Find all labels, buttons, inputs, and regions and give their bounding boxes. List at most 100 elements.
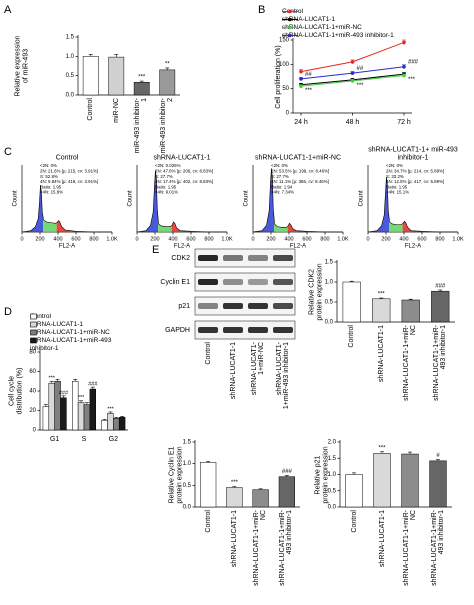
x-tick-label: 0 <box>251 236 254 242</box>
x-tick-label: 400 <box>53 236 62 242</box>
bar <box>401 453 419 508</box>
x-axis-label: FL2-A <box>290 244 306 250</box>
stat-text: S: 33.2% <box>386 174 404 179</box>
x-tick-label: 200 <box>35 236 44 242</box>
legend-label: shRNA-LUCAT1-1+miR-NC <box>30 329 110 337</box>
stat-text: 4N: 9.84% [µ: 419, cv: 3.91%] <box>40 179 98 184</box>
significance: ### <box>435 284 446 290</box>
histogram-line <box>21 185 112 233</box>
stat-text: 2N: 21.6% [µ: 215, cv: 3.91%] <box>40 168 98 173</box>
stat-text: 4N: 17.4% [µ: 402, cv: 8.83%] <box>155 179 213 184</box>
blot-band <box>198 279 218 285</box>
blot-band <box>248 303 268 309</box>
point <box>350 79 355 83</box>
x-tick-label: 1.0K <box>337 236 349 242</box>
significance: # <box>436 453 440 459</box>
chart-title: shRNA-LUCAT1-1+ miR-493 inhibitor-1 <box>368 146 458 162</box>
blot-band <box>273 303 293 309</box>
x-tick-label: shRNA-LUCAT1-1+miR-493 inhibitor-1 <box>279 510 294 586</box>
x-tick-label: miR-493 inhibitor-1 <box>134 98 149 154</box>
stat-text: Ratio: 1.95 <box>386 184 408 189</box>
blot-band <box>273 255 293 261</box>
x-tick-label: 800 <box>204 236 213 242</box>
y-tick-label: 50 <box>282 86 289 92</box>
significance: *** <box>357 83 365 89</box>
stat-text: <2N: 0% <box>271 163 288 168</box>
stat-text: >4N: 15.1% <box>386 190 409 195</box>
blot-band <box>223 255 243 261</box>
x-tick-label: shRNA-LUCAT1-1 <box>230 510 238 568</box>
stat-text: 2N: 53.5% [µ: 199, cv: 8.46%] <box>271 168 329 173</box>
legend-marker <box>30 338 37 344</box>
y-axis-label: Relative p21 protein expression <box>314 445 329 504</box>
bar <box>72 381 79 431</box>
blot-band <box>223 327 243 333</box>
y-tick-label: 1.5 <box>66 35 75 41</box>
bar <box>226 487 243 508</box>
x-tick-label: miR-NC <box>112 98 120 123</box>
x-tick-label: Control <box>204 510 212 533</box>
y-tick-label: 1.0 <box>328 472 337 478</box>
y-tick-label: 1.0 <box>325 280 334 286</box>
y-tick-label: 1.0 <box>183 461 192 467</box>
significance: ### <box>282 469 293 475</box>
legend-marker <box>30 329 37 336</box>
x-tick-label: Control <box>204 342 212 365</box>
x-tick-label: 48 h <box>346 119 360 126</box>
x-tick-label: shRNA-LUCAT1-1+miR-NC <box>402 510 417 586</box>
bar <box>159 69 176 96</box>
legend-label: shRNA-LUCAT1-1+miR-493 inhibitor-1 <box>30 337 112 352</box>
blot-label: Cyclin E1 <box>160 279 190 286</box>
stat-text: Ratio: 1.94 <box>271 184 293 189</box>
y-tick-label: 0.5 <box>325 300 334 306</box>
y-axis-label: Relative Cyclin E1 protein expression <box>168 445 183 504</box>
x-tick-label: shRNA-LUCAT1-1 <box>378 510 386 568</box>
x-tick-label: 600 <box>186 236 195 242</box>
blot-band <box>223 279 243 285</box>
y-axis-label: Cell proliferation (%) <box>275 44 283 109</box>
x-tick-label: Control <box>348 325 356 348</box>
chart-title: shRNA-LUCAT1-1 <box>153 154 211 162</box>
legend-entry: shRNA-LUCAT1-1 <box>30 321 134 328</box>
blot-band <box>248 255 268 261</box>
bar <box>83 404 91 431</box>
x-tick-label: 0 <box>20 236 23 242</box>
panel-label: A <box>4 4 12 16</box>
significance: ### <box>88 382 98 388</box>
significance: ## <box>305 72 312 78</box>
y-tick-label: 1.0 <box>66 54 75 60</box>
significance: *** <box>49 376 56 382</box>
blot-frame <box>194 296 296 316</box>
bar <box>401 299 420 323</box>
legend-entry: shRNA-LUCAT1-1+miR-493 inhibitor-1 <box>30 337 134 351</box>
stat-text: >4N: 9.01% <box>155 190 178 195</box>
point <box>299 84 303 89</box>
x-tick-label: 0 <box>366 236 369 242</box>
point <box>402 73 406 78</box>
legend-dot <box>288 9 292 14</box>
phase-fill <box>389 218 403 232</box>
chart-title: shRNA-LUCAT1-1+miR-NC <box>254 154 342 162</box>
x-tick-label: 200 <box>381 236 390 242</box>
panel-label: E <box>152 244 159 256</box>
x-axis-label: FL2-A <box>59 244 75 250</box>
x-tick-label: Control <box>87 98 95 121</box>
bar <box>48 382 55 431</box>
legend-entry: Control <box>282 8 410 15</box>
significance: *** <box>378 292 386 298</box>
x-tick-label: 600 <box>71 236 80 242</box>
y-tick-label: 100 <box>279 62 290 68</box>
phase-fill <box>158 218 172 232</box>
blot-label: CDK2 <box>171 255 190 262</box>
x-axis-label: FL2-A <box>174 244 190 250</box>
blot-frame <box>194 248 296 268</box>
x-tick-label: 24 h <box>294 119 308 126</box>
x-tick-label: Control <box>350 510 358 533</box>
legend-label: shRNA-LUCAT1-1+miR-NC <box>282 24 362 32</box>
y-axis-label: Count <box>359 190 365 206</box>
legend-label: shRNA-LUCAT1-1 <box>282 16 335 24</box>
legend-marker <box>282 9 298 14</box>
legend: Control shRNA-LUCAT1-1 shRNA-LUCAT1-1+miR-… <box>30 313 134 353</box>
x-tick-label: 0 <box>135 236 138 242</box>
